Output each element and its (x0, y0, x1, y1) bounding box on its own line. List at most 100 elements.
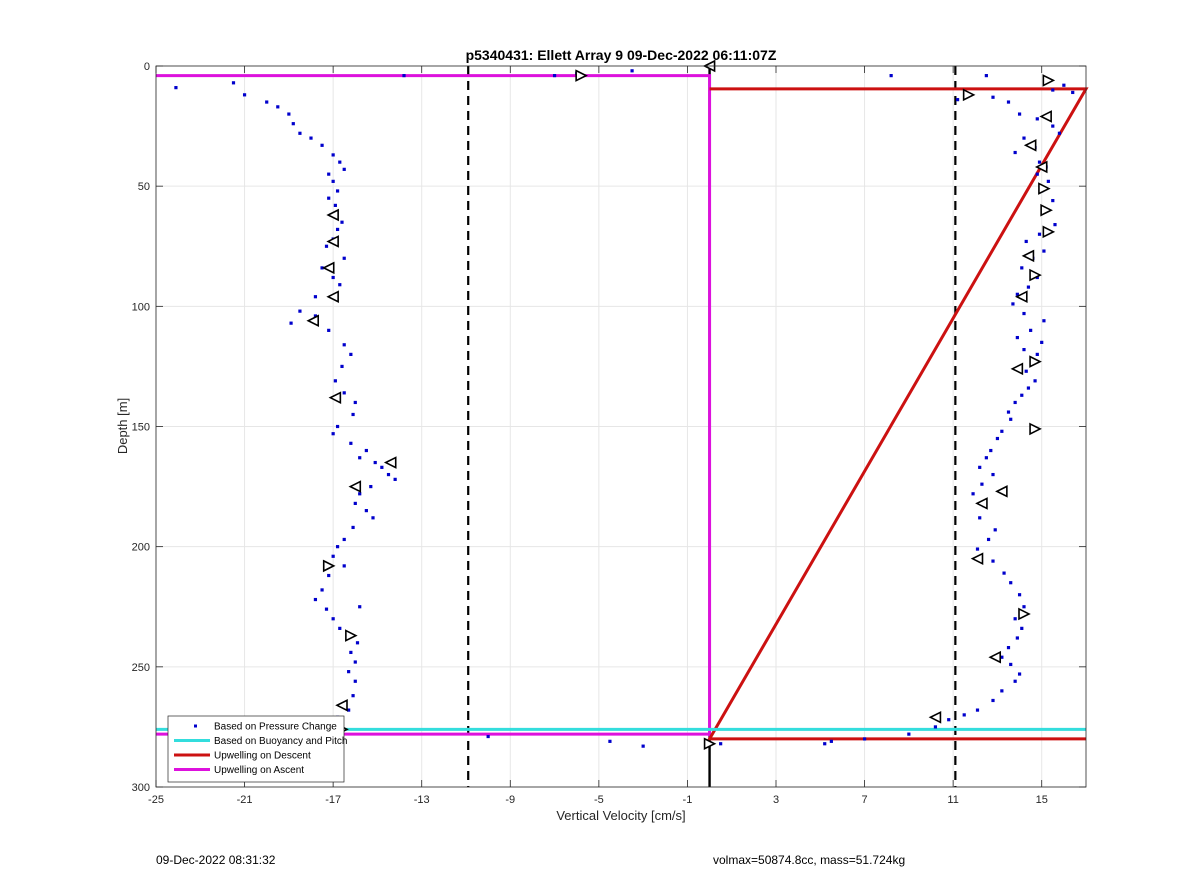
data-point (1013, 400, 1017, 405)
data-point (174, 86, 178, 90)
data-point (342, 564, 346, 568)
data-point (347, 670, 351, 674)
data-point (1062, 83, 1066, 87)
data-point (349, 352, 353, 356)
data-point (608, 739, 612, 743)
data-point (342, 343, 346, 347)
data-point (1017, 593, 1022, 597)
data-point (287, 112, 291, 116)
triangle-marker (326, 235, 339, 248)
triangle-marker (1010, 362, 1024, 376)
triangle-marker (575, 69, 588, 82)
triangle-marker (335, 698, 348, 712)
data-point (331, 153, 335, 157)
data-point (978, 516, 982, 520)
data-point (298, 309, 302, 313)
data-point (971, 492, 975, 496)
data-point (335, 424, 340, 429)
data-point (291, 122, 295, 126)
data-point (289, 321, 293, 325)
data-point (1033, 379, 1037, 383)
triangle-marker (1034, 160, 1048, 174)
data-point (1042, 249, 1046, 253)
data-point (486, 734, 490, 739)
data-point (331, 179, 335, 183)
data-point (719, 742, 723, 746)
data-point (353, 501, 357, 506)
axis-ticks: -25 -21 -17 -13 -9 -5 -1 3 7 11 150501001502002503… (132, 61, 1086, 806)
triangle-marker (306, 314, 320, 328)
x-tick-label: -13 (414, 794, 430, 806)
data-point (320, 588, 324, 592)
triangle-marker (322, 559, 336, 573)
triangle-marker (703, 737, 717, 751)
data-point (1037, 232, 1042, 236)
triangle-marker (975, 497, 988, 510)
data-point (353, 679, 357, 683)
triangle-marker (1029, 355, 1042, 368)
legend-label: Upwelling on Descent (214, 751, 311, 762)
triangle-marker (1029, 422, 1042, 436)
x-tick-label: -25 (148, 794, 164, 806)
data-point (1002, 571, 1006, 575)
data-point (823, 742, 827, 746)
data-point (347, 708, 351, 712)
triangle-marker (326, 208, 339, 222)
data-point (231, 81, 236, 85)
x-tick-label: 15 (1036, 794, 1048, 806)
data-point (862, 737, 867, 741)
data-point (327, 196, 331, 200)
data-point (358, 605, 362, 609)
triangle-marker (1014, 290, 1028, 304)
x-tick-label: -1 (683, 794, 693, 806)
data-point (1037, 160, 1042, 164)
data-point (313, 314, 318, 318)
data-point (333, 379, 337, 383)
data-point (1051, 124, 1055, 128)
data-point (933, 725, 938, 729)
data-point (1035, 117, 1039, 121)
data-point (338, 160, 342, 164)
triangle-marker (328, 391, 342, 404)
legend-label: Based on Buoyancy and Pitch (214, 736, 347, 747)
data-point (340, 364, 344, 369)
data-point (978, 465, 982, 469)
data-point (331, 275, 335, 280)
data-point (402, 74, 406, 78)
y-axis-label: Depth [m] (115, 398, 130, 454)
data-point (1020, 266, 1024, 270)
data-point (327, 172, 331, 176)
data-point (641, 744, 645, 748)
data-point (342, 167, 346, 171)
data-point (298, 131, 302, 135)
data-point (342, 256, 346, 260)
data-point (980, 482, 984, 486)
triangle-marker (326, 290, 339, 304)
data-point (989, 448, 993, 453)
data-point (324, 244, 329, 248)
x-tick-label: -17 (325, 794, 341, 806)
data-point (1020, 626, 1024, 630)
data-point (1011, 302, 1015, 306)
triangle-marker (348, 480, 362, 493)
data-point (1013, 617, 1017, 621)
triangle-marker (1039, 110, 1052, 123)
chart-title: p5340431: Ellett Array 9 09-Dec-2022 06:… (466, 47, 777, 63)
data-point (364, 448, 368, 453)
data-point (340, 220, 344, 224)
y-tick-label: 0 (144, 61, 150, 73)
data-point (907, 732, 911, 736)
data-point (393, 477, 397, 481)
data-point (991, 95, 995, 99)
data-point (335, 189, 340, 193)
data-point (552, 74, 557, 78)
data-point (1029, 328, 1033, 332)
y-tick-label: 200 (132, 542, 150, 554)
data-point (335, 545, 340, 549)
data-point (955, 98, 960, 102)
data-point (1026, 285, 1031, 289)
data-point (991, 698, 995, 703)
data-point (313, 295, 318, 299)
data-point (358, 492, 362, 496)
